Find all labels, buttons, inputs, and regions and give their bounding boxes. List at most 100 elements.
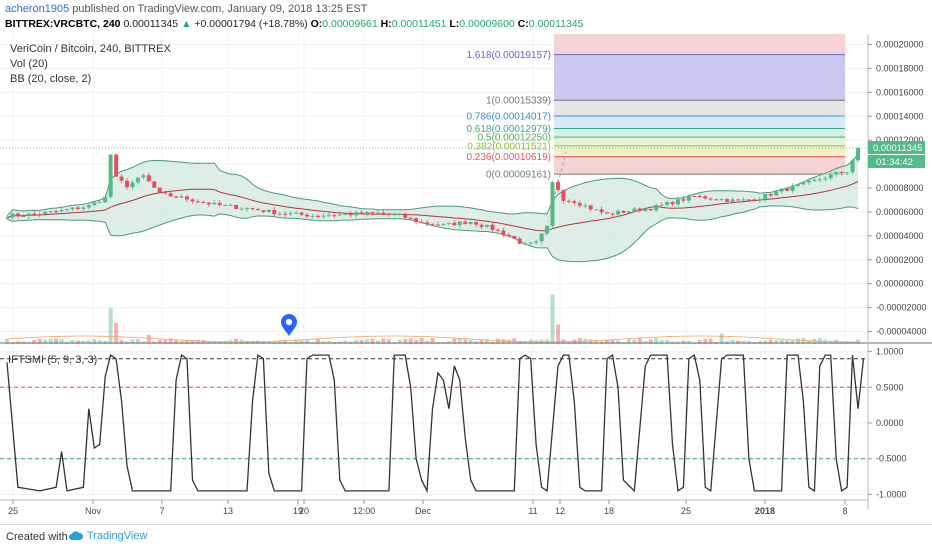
candle-body xyxy=(670,202,675,205)
y-tick-label: 0.00006000 xyxy=(876,207,924,217)
candle-body xyxy=(463,221,468,224)
volume-bar xyxy=(479,340,484,344)
countdown-text: 01:34:42 xyxy=(876,157,913,168)
candle-body xyxy=(310,215,315,217)
publisher-link[interactable]: acheron1905 xyxy=(5,3,70,15)
footer: Created with TradingView xyxy=(0,524,932,551)
candle-body xyxy=(752,199,757,201)
candle-body xyxy=(48,211,53,213)
volume-bar xyxy=(75,340,80,344)
volume-bar xyxy=(70,339,75,344)
fib-level-label: 0(0.00009161) xyxy=(486,170,551,181)
candle-body xyxy=(746,199,751,201)
candle-body xyxy=(15,213,20,216)
candle-body xyxy=(479,224,484,227)
candle-body xyxy=(277,213,282,215)
candle-body xyxy=(255,209,260,211)
candle-body xyxy=(785,188,790,191)
candle-body xyxy=(812,179,817,181)
legend-bb[interactable]: BB (20, close, 2) xyxy=(10,73,92,85)
candle-body xyxy=(81,207,86,209)
map-pin-icon[interactable] xyxy=(281,314,297,336)
volume-bar xyxy=(119,340,124,344)
x-tick-label: 25 xyxy=(681,506,691,516)
volume-bar xyxy=(92,339,97,344)
candle-body xyxy=(714,199,719,201)
candle-body xyxy=(446,222,451,224)
fib-level-label: 0.382(0.00011521) xyxy=(467,141,551,152)
bb-lower-band xyxy=(6,205,859,263)
candle-body xyxy=(86,205,91,208)
candle-body xyxy=(266,209,271,213)
volume-bar xyxy=(430,338,435,344)
volume-bar xyxy=(626,338,631,344)
candle-body xyxy=(474,221,479,225)
volume-bar xyxy=(452,338,457,344)
close-value: 0.00011345 xyxy=(528,18,584,30)
volume-ma-line xyxy=(6,335,858,343)
candle-body xyxy=(179,196,184,198)
y-tick-label: 1.0000 xyxy=(876,347,904,357)
volume-bar xyxy=(774,340,779,344)
candle-body xyxy=(845,172,850,174)
volume-bar xyxy=(365,339,370,344)
tradingview-logo-link[interactable]: TradingView xyxy=(68,530,147,542)
indicator-axis[interactable]: 1.0000 0.5000 0.0000 -0.5000 -1.0000 xyxy=(868,347,907,500)
volume-bar xyxy=(457,338,462,344)
y-tick-label: 0.00016000 xyxy=(876,87,924,97)
candle-body xyxy=(92,202,97,206)
symbol[interactable]: BITTREX:VRCBTC, 240 xyxy=(5,18,121,30)
volume-bar xyxy=(294,339,299,344)
volume-bar xyxy=(397,339,402,344)
volume-bar xyxy=(610,339,615,344)
candle-body xyxy=(703,196,708,199)
bb-basis-line xyxy=(6,181,859,232)
price-axis[interactable]: 0.00020000 0.00018000 0.00016000 0.00014000… xyxy=(868,40,927,337)
candle-body xyxy=(828,174,833,179)
candle-body xyxy=(37,214,42,216)
volume-bar xyxy=(730,339,735,344)
volume-bar xyxy=(48,338,53,344)
candle-body xyxy=(583,205,588,207)
volume-bar xyxy=(354,339,359,344)
candle-body xyxy=(725,199,730,202)
high-label: H: xyxy=(380,18,392,30)
fibonacci-retracement[interactable] xyxy=(541,34,845,247)
x-tick-label: 13 xyxy=(223,506,233,516)
volume-bar xyxy=(130,339,135,344)
legend-title[interactable]: VeriCoin / Bitcoin, 240, BITTREX xyxy=(10,43,171,55)
volume-bar xyxy=(463,339,468,344)
up-arrow-icon: ▲ xyxy=(181,18,192,30)
volume-bar xyxy=(785,340,790,344)
candle-body xyxy=(555,182,560,191)
indicator-gridlines xyxy=(0,351,868,495)
candle-body xyxy=(261,210,266,213)
candle-body xyxy=(108,154,113,197)
publish-info: acheron1905 published on TradingView.com… xyxy=(5,3,367,15)
candle-body xyxy=(326,215,331,217)
y-tick-label: 0.00008000 xyxy=(876,183,924,193)
x-tick-label: 12:00 xyxy=(353,506,376,516)
candle-body xyxy=(119,176,124,181)
x-tick-label: 18 xyxy=(604,506,614,516)
y-tick-label: -1.0000 xyxy=(876,489,907,499)
candle-body xyxy=(545,225,550,234)
published-text: published on TradingView.com, January 09… xyxy=(72,3,368,15)
candle-body xyxy=(457,221,462,226)
y-tick-label: 0.00012000 xyxy=(876,135,924,145)
volume-bar xyxy=(185,339,190,344)
candle-body xyxy=(245,208,250,210)
indicator-levels xyxy=(0,358,868,460)
volume-bar xyxy=(648,339,653,344)
legend-vol[interactable]: Vol (20) xyxy=(10,58,48,70)
candle-body xyxy=(637,208,642,212)
volume-bar xyxy=(703,338,708,344)
candle-body xyxy=(561,190,566,201)
legend-iftsmi[interactable]: IFTSMI (5, 9, 3, 3) xyxy=(8,354,98,366)
volume-bar xyxy=(806,340,811,344)
countdown-badge: 01:34:42 xyxy=(868,155,925,168)
candle-body xyxy=(299,212,304,215)
fib-zone xyxy=(554,116,845,129)
volume-bar xyxy=(359,339,364,344)
